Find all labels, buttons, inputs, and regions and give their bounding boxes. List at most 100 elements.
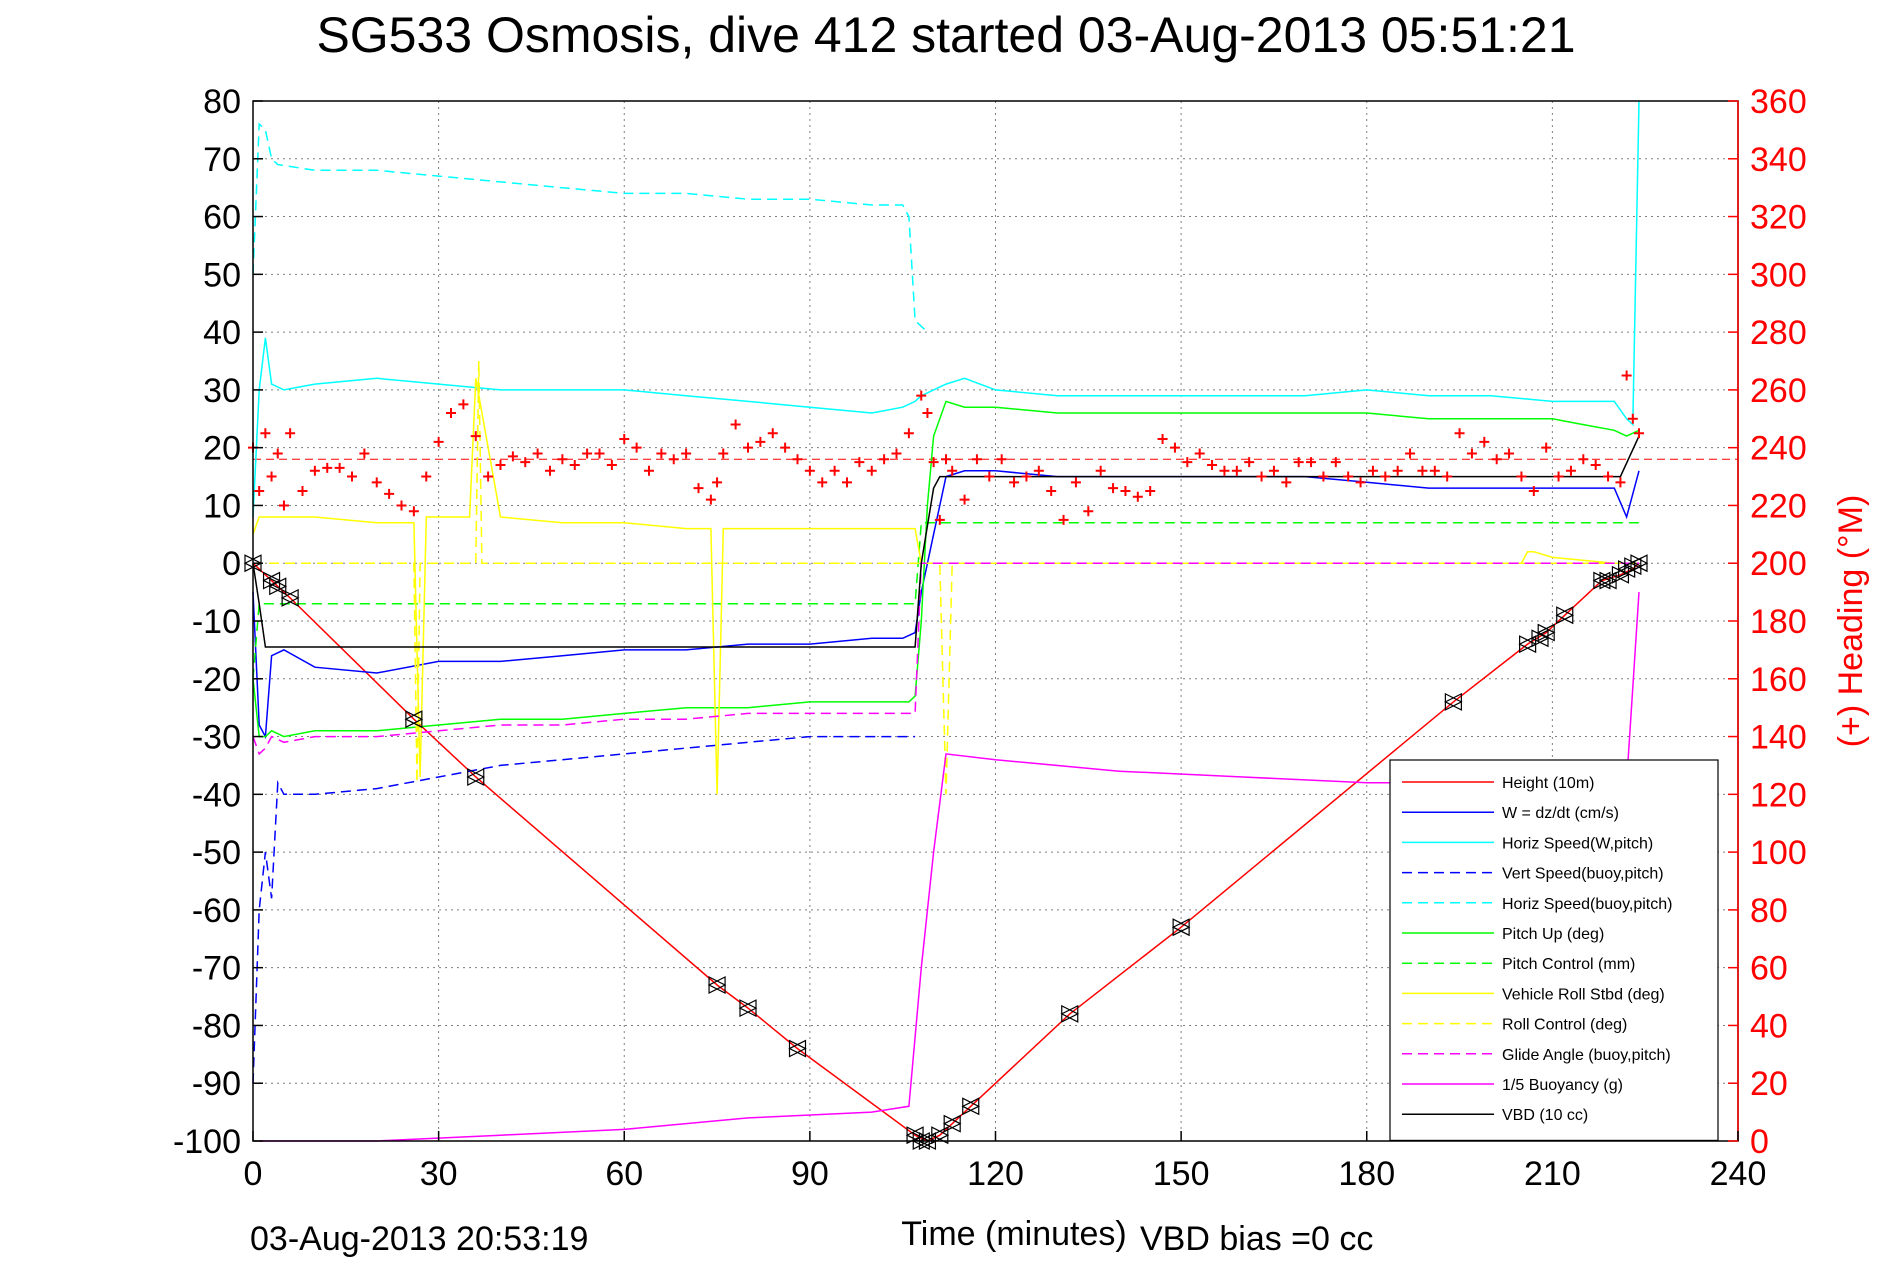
heading-point — [934, 514, 945, 525]
heading-point — [1009, 477, 1020, 488]
heading-point — [384, 488, 395, 499]
heading-point — [470, 431, 481, 442]
gc-marker — [788, 1039, 807, 1058]
heading-point — [1429, 465, 1440, 476]
series-line — [252, 735, 916, 1084]
heading-point — [1454, 428, 1465, 439]
chart-title: SG533 Osmosis, dive 412 started 03-Aug-2… — [316, 7, 1575, 63]
heading-point — [507, 451, 518, 462]
heading-point — [278, 500, 289, 511]
heading-point — [582, 448, 593, 459]
heading-point — [1516, 471, 1527, 482]
x-tick-label: 120 — [967, 1155, 1024, 1193]
heading-point — [767, 428, 778, 439]
heading-point — [1021, 471, 1032, 482]
heading-point — [1219, 465, 1230, 476]
gc-marker — [466, 768, 486, 786]
heading-point — [1330, 457, 1341, 468]
heading-point — [1528, 486, 1539, 496]
heading-point — [854, 457, 865, 468]
heading-point — [532, 448, 543, 459]
y2-tick-label: 100 — [1750, 834, 1807, 872]
x-tick-label: 0 — [244, 1155, 263, 1193]
y2-tick-label: 260 — [1750, 372, 1807, 410]
gc-marker — [961, 1097, 981, 1116]
x-axis-ticks: 0 30 60 90 120 150 180 210 240 — [244, 1131, 1766, 1193]
legend-label: Height (10m) — [1502, 775, 1594, 792]
heading-point — [928, 457, 939, 468]
heading-point — [433, 436, 444, 447]
series-line — [252, 400, 1640, 738]
heading-point — [1367, 465, 1378, 476]
gc-marker — [1629, 554, 1649, 573]
heading-point — [483, 471, 494, 482]
y-tick-label: 50 — [203, 256, 241, 294]
legend-label: Horiz Speed(buoy,pitch) — [1502, 896, 1672, 913]
gc-marker — [404, 710, 424, 729]
heading-point — [792, 454, 803, 465]
heading-point — [730, 419, 741, 430]
y-tick-label: 0 — [222, 545, 241, 583]
gc-marker — [1060, 1004, 1080, 1023]
heading-point — [495, 460, 506, 470]
legend-label: VBD (10 cc) — [1502, 1107, 1588, 1124]
series-line — [252, 100, 1640, 518]
heading-point — [866, 465, 877, 476]
series-line — [252, 122, 928, 333]
heading-point — [254, 486, 265, 496]
y2-tick-label: 120 — [1750, 776, 1807, 814]
heading-point — [916, 390, 927, 401]
y2-tick-label: 360 — [1750, 83, 1807, 121]
y-axis-ticks: 80 70 60 50 40 30 20 10 0 -10 -20 -30 -40 -50 -60 -70 -8… — [173, 83, 263, 1161]
series-line — [252, 435, 1640, 648]
heading-point — [1405, 448, 1416, 459]
heading-point — [1231, 465, 1242, 476]
y2-tick-label: 160 — [1750, 661, 1807, 699]
heading-point — [971, 454, 982, 465]
heading-point — [1145, 486, 1156, 496]
gc-marker — [1171, 918, 1191, 937]
heading-point — [817, 477, 828, 488]
heading-point — [371, 477, 382, 488]
legend-label: Pitch Up (deg) — [1502, 926, 1604, 943]
heading-point — [804, 465, 815, 476]
heading-point — [359, 448, 370, 459]
heading-point — [1207, 460, 1218, 470]
heading-point — [557, 454, 568, 465]
series-line — [252, 562, 1640, 1142]
heading-point — [569, 460, 580, 470]
heading-point — [780, 442, 791, 453]
series-line — [252, 378, 1639, 795]
y2-tick-label: 320 — [1750, 199, 1807, 237]
heading-point — [705, 494, 716, 505]
heading-point — [922, 408, 933, 418]
legend-label: Glide Angle (buoy,pitch) — [1502, 1047, 1671, 1064]
y-tick-label: 10 — [203, 487, 241, 525]
heading-point — [984, 471, 995, 482]
heading-point — [1627, 413, 1638, 424]
heading-point — [755, 436, 766, 447]
heading-point — [718, 448, 729, 459]
heading-point — [1070, 477, 1081, 488]
heading-point — [903, 428, 914, 439]
heading-point — [1392, 465, 1403, 476]
y-tick-label: -70 — [192, 950, 241, 988]
x-tick-label: 60 — [605, 1155, 643, 1193]
vbd-bias-label: VBD bias =0 cc — [1140, 1220, 1373, 1258]
heading-point — [1504, 448, 1515, 459]
heading-point — [656, 448, 667, 459]
gc-marker — [262, 571, 281, 590]
legend-label: Horiz Speed(W,pitch) — [1502, 835, 1653, 852]
y-tick-label: 40 — [203, 314, 241, 352]
gc-marker — [942, 1114, 962, 1133]
heading-point — [309, 465, 320, 476]
heading-point — [1578, 454, 1589, 465]
heading-point — [1603, 471, 1614, 482]
y-tick-label: 30 — [203, 372, 241, 410]
series-lines — [252, 100, 1738, 1142]
heading-point — [1120, 486, 1131, 496]
y2-tick-label: 340 — [1750, 141, 1807, 179]
y2-tick-label: 40 — [1750, 1007, 1788, 1045]
series-line — [252, 522, 1639, 679]
y-tick-label: -100 — [173, 1123, 241, 1161]
